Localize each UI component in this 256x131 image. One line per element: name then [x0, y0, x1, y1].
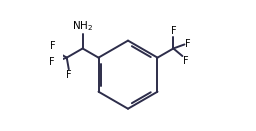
Text: F: F — [50, 41, 56, 51]
Text: F: F — [49, 57, 55, 67]
Text: F: F — [170, 26, 176, 36]
Text: F: F — [183, 56, 189, 66]
Text: F: F — [185, 39, 191, 49]
Text: F: F — [66, 70, 72, 80]
Text: NH$_2$: NH$_2$ — [72, 20, 93, 33]
